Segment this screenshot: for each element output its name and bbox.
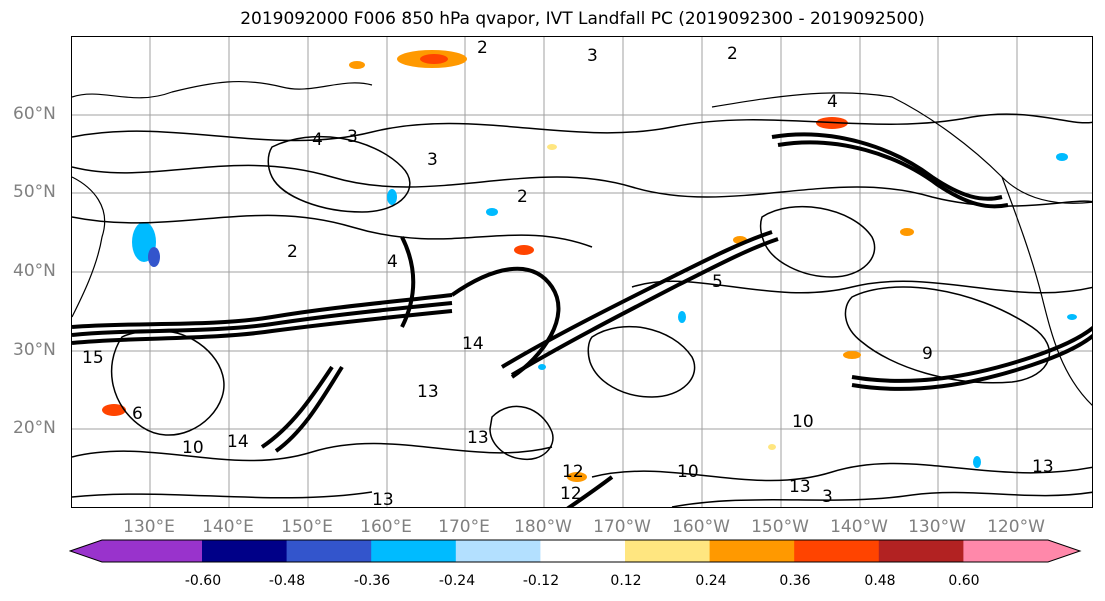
lon-label-120w: 120°W [987, 517, 1045, 537]
map-canvas: 2 3 2 4 3 4 3 2 4 2 5 15 6 10 14 13 12 1… [72, 37, 1092, 508]
colorbar-extend-right [1048, 540, 1080, 562]
contour-label: 10 [677, 462, 699, 482]
lon-label-180w: 180°W [514, 517, 572, 537]
colorbar-segment [625, 540, 711, 562]
contour-label: 4 [312, 130, 323, 150]
colorbar-segment [102, 540, 203, 562]
colorbar-segment [963, 540, 1049, 562]
colorbar-tick: 0.60 [948, 573, 980, 589]
map-panel: 2 3 2 4 3 4 3 2 4 2 5 15 6 10 14 13 12 1… [71, 36, 1093, 508]
lon-label-130w: 130°W [908, 517, 966, 537]
contour-label: 13 [417, 382, 439, 402]
contour-label: 3 [587, 46, 598, 66]
contour-label: 4 [827, 92, 838, 112]
colorbar-segment [455, 540, 541, 562]
colorbar-segment [371, 540, 457, 562]
colorbar-segment [286, 540, 372, 562]
contour-label: 2 [477, 38, 488, 58]
lon-label-170w: 170°W [593, 517, 651, 537]
lon-label-160e: 160°E [360, 517, 412, 537]
graticule [72, 37, 1092, 507]
contour-label: 3 [427, 150, 438, 170]
contour-labels: 2 3 2 4 3 4 3 2 4 2 5 15 6 10 14 13 12 1… [82, 38, 1054, 508]
contour-label: 13 [1032, 457, 1054, 477]
jet-band-contours [72, 132, 1092, 507]
lon-label-140w: 140°W [830, 517, 888, 537]
contour-label: 13 [789, 477, 811, 497]
colorbar-segment [709, 540, 795, 562]
contour-label: 2 [287, 242, 298, 262]
colorbar-tick: -0.60 [184, 573, 222, 589]
lon-label-150w: 150°W [751, 517, 809, 537]
colorbar-segment [540, 540, 626, 562]
contour-label: 10 [182, 438, 204, 458]
colorbar-tick: -0.36 [353, 573, 391, 589]
lon-label-140e: 140°E [202, 517, 254, 537]
colorbar-tick: 0.12 [610, 573, 642, 589]
contour-label: 3 [347, 127, 358, 147]
contour-label: 4 [387, 252, 398, 272]
contour-label: 5 [712, 272, 723, 292]
contour-label: 14 [227, 432, 249, 452]
contour-label: 2 [517, 187, 528, 207]
lon-label-150e: 150°E [281, 517, 333, 537]
contour-label: 13 [372, 490, 394, 508]
contour-label: 12 [562, 462, 584, 482]
contour-label: 6 [132, 404, 143, 424]
contour-label: 10 [792, 412, 814, 432]
thin-contours [72, 113, 1092, 507]
contour-label: 9 [922, 344, 933, 364]
lat-label-20n: 20°N [13, 418, 56, 438]
colorbar-segment [202, 540, 288, 562]
colorbar-tick: 0.36 [779, 573, 811, 589]
contour-label: 2 [727, 44, 738, 64]
contour-label: 13 [467, 428, 489, 448]
colorbar-segment [794, 540, 880, 562]
contour-label: 3 [822, 487, 833, 507]
contour-label: 15 [82, 348, 104, 368]
colorbar-tick: -0.24 [438, 573, 476, 589]
lat-label-50n: 50°N [13, 182, 56, 202]
contour-label: 14 [462, 334, 484, 354]
colorbar-segment [878, 540, 964, 562]
colorbar-tick: 0.24 [695, 573, 727, 589]
colorbar-tick: -0.48 [268, 573, 306, 589]
colorbar-tick: -0.12 [522, 573, 560, 589]
lat-label-40n: 40°N [13, 261, 56, 281]
lon-label-130e: 130°E [123, 517, 175, 537]
lat-label-60n: 60°N [13, 104, 56, 124]
lon-label-160w: 160°W [672, 517, 730, 537]
colorbar-extend-left [70, 540, 102, 562]
lon-label-170e: 170°E [438, 517, 490, 537]
lat-label-30n: 30°N [13, 340, 56, 360]
anomaly-patches [102, 50, 1077, 482]
coastlines [72, 80, 1092, 406]
colorbar [69, 539, 1082, 563]
map-title: 2019092000 F006 850 hPa qvapor, IVT Land… [240, 9, 925, 29]
contour-label: 12 [560, 484, 582, 504]
colorbar-tick: 0.48 [864, 573, 896, 589]
